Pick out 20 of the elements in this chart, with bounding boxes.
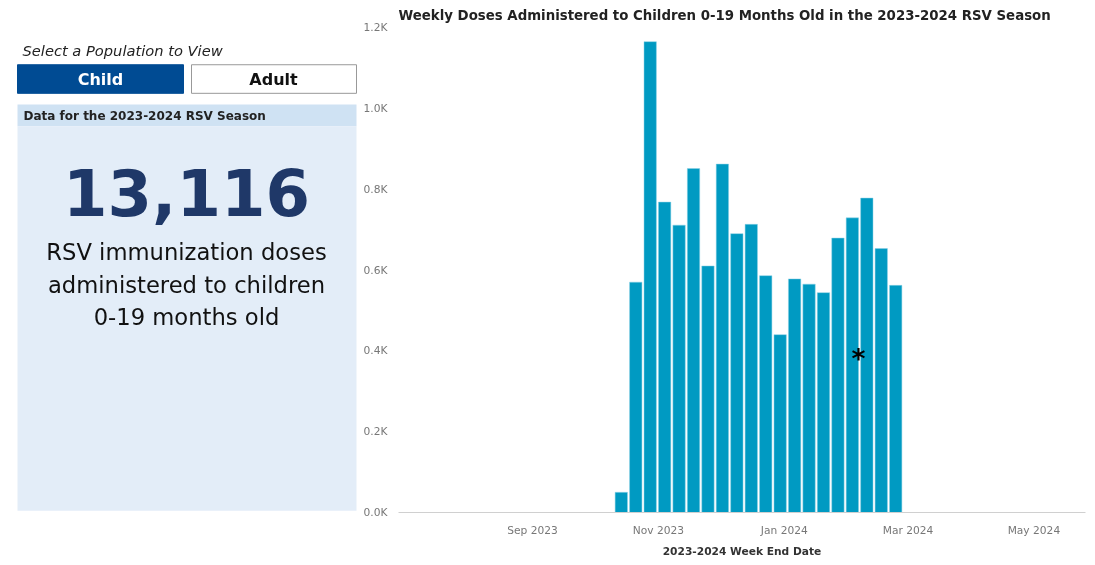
x-axis-title: 2023-2024 Week End Date [662,544,822,558]
x-tick-label: Jan 2024 [759,523,808,537]
text: Child [77,69,124,89]
y-tick-label: 0.4K [363,344,389,358]
y-tick-label: 1.0K [363,101,389,115]
text: Adult [249,69,299,89]
text: 13,116 [63,156,310,231]
y-tick-label: 0.6K [363,263,389,277]
y-tick-label: 0.8K [363,182,389,196]
x-tick-label: Sep 2023 [507,523,558,537]
chart-title: Weekly Doses Administered to Children 0-19 Months Old in the 2023-2024 RSV Season [398,7,1051,23]
x-tick-label: Nov 2023 [632,523,685,537]
x-tick-label: May 2024 [1007,523,1061,537]
y-tick-label: 0.2K [363,425,389,439]
text: Data for the 2023-2024 RSV Season [23,108,266,123]
text: RSV immunization doses administered to children 0-19 months old [46,239,327,331]
text: Select a Population to View [22,42,223,60]
y-tick-label: 0.0K [363,506,389,519]
x-tick-label: Mar 2024 [882,523,934,537]
y-tick-label: 1.2K [363,21,389,34]
